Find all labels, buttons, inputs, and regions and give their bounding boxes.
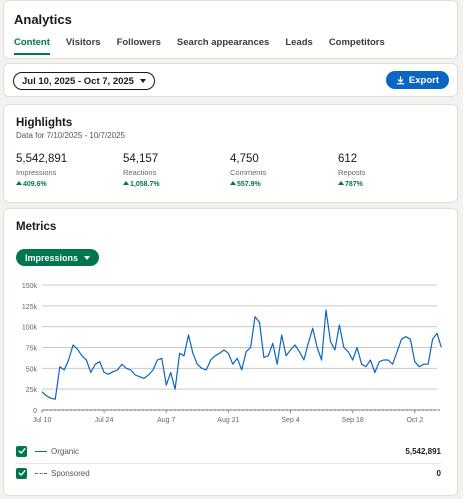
x-tick-label: Sep 4: [281, 417, 299, 424]
y-tick-label: 100k: [22, 325, 38, 332]
stat-value: 5,542,891: [16, 153, 68, 165]
y-tick-label: 125k: [22, 304, 38, 311]
series-line-organic: [41, 309, 442, 400]
metrics-title: Metrics: [16, 221, 57, 233]
trend-up-icon: [123, 181, 129, 185]
tab-followers[interactable]: Followers: [116, 37, 161, 48]
y-tick-label: 150k: [22, 283, 38, 290]
stat-change: 787%: [338, 181, 366, 188]
legend-total: 0: [436, 468, 441, 478]
export-button[interactable]: Export: [385, 71, 449, 89]
stat-comments: 4,750 Comments 557.9%: [230, 153, 266, 188]
y-tick-label: 75k: [26, 346, 38, 353]
x-tick-label: Jul 24: [95, 417, 114, 424]
x-tick-label: Jul 10: [33, 417, 52, 424]
tab-leads[interactable]: Leads: [285, 37, 313, 48]
legend-label: Organic: [51, 446, 80, 456]
caret-down-icon: [84, 255, 91, 260]
impressions-line-chart: 0 25k 50k 75k 100k 125k 150k Jul 10 Jul 24 Aug 7…: [22, 283, 442, 424]
stat-label: Reposts: [338, 168, 366, 177]
stat-reactions: 54,157 Reactions 1,058.7%: [123, 153, 160, 188]
x-tick-label: Aug 7: [157, 417, 175, 424]
tab-bar: Content Visitors Followers Search appear…: [14, 37, 401, 55]
highlights-title: Highlights: [16, 117, 73, 129]
legend-row-sponsored: Sponsored 0: [16, 464, 441, 482]
y-tick-label: 25k: [26, 387, 38, 394]
tab-competitors[interactable]: Competitors: [328, 37, 385, 48]
stat-label: Comments: [230, 168, 267, 177]
metric-selector-label: Impressions: [25, 252, 79, 263]
legend-total: 5,542,891: [405, 446, 441, 456]
y-tick-label: 50k: [26, 366, 38, 373]
checkmark-icon: [18, 470, 25, 476]
sponsored-checkbox[interactable]: [16, 467, 27, 479]
highlights-card: Highlights Data for 7/10/2025 - 10/7/202…: [3, 104, 458, 203]
legend-row-organic: Organic 5,542,891: [16, 442, 441, 460]
date-range-label: Jul 10, 2025 - Oct 7, 2025: [22, 75, 134, 87]
caret-down-icon: [139, 79, 146, 83]
analytics-header-card: Analytics Content Visitors Followers Sea…: [3, 0, 458, 59]
organic-line-swatch: [35, 450, 47, 452]
checkmark-icon: [18, 448, 25, 454]
x-tick-label: Oct 2: [406, 417, 423, 424]
trend-up-icon: [16, 181, 22, 185]
metrics-card: Metrics Impressions 0 25k 50k 75k 100k 125k 15…: [3, 208, 458, 496]
highlights-date-range: Data for 7/10/2025 - 10/7/2025: [16, 131, 125, 140]
stat-change: 557.9%: [230, 181, 266, 188]
tab-content[interactable]: Content: [14, 37, 50, 55]
organic-checkbox[interactable]: [16, 445, 27, 457]
export-label: Export: [408, 74, 439, 86]
trend-up-icon: [338, 181, 344, 185]
page-title: Analytics: [14, 12, 72, 27]
y-tick-label: 0: [33, 408, 37, 415]
stat-value: 54,157: [123, 153, 159, 165]
stat-change: 409.6%: [16, 181, 67, 188]
stat-value: 612: [338, 153, 358, 165]
stat-reposts: 612 Reposts 787%: [338, 153, 366, 188]
stat-label: Impressions: [16, 168, 57, 177]
sponsored-line-swatch: [35, 472, 47, 474]
stat-impressions: 5,542,891 Impressions 409.6%: [16, 153, 67, 188]
stat-label: Reactions: [123, 168, 157, 177]
download-icon: [396, 75, 405, 84]
x-tick-label: Sep 18: [342, 417, 364, 424]
metric-selector-dropdown[interactable]: Impressions: [16, 249, 100, 266]
stat-value: 4,750: [230, 153, 259, 165]
filter-bar-card: Jul 10, 2025 - Oct 7, 2025 Export: [3, 63, 458, 97]
stat-change: 1,058.7%: [123, 181, 160, 188]
trend-up-icon: [230, 181, 236, 185]
tab-search-appearances[interactable]: Search appearances: [176, 37, 270, 48]
legend-divider: [16, 463, 441, 464]
legend-label: Sponsored: [51, 468, 90, 478]
x-tick-label: Aug 21: [217, 417, 239, 424]
tab-visitors[interactable]: Visitors: [65, 37, 101, 48]
date-range-dropdown[interactable]: Jul 10, 2025 - Oct 7, 2025: [13, 72, 155, 90]
